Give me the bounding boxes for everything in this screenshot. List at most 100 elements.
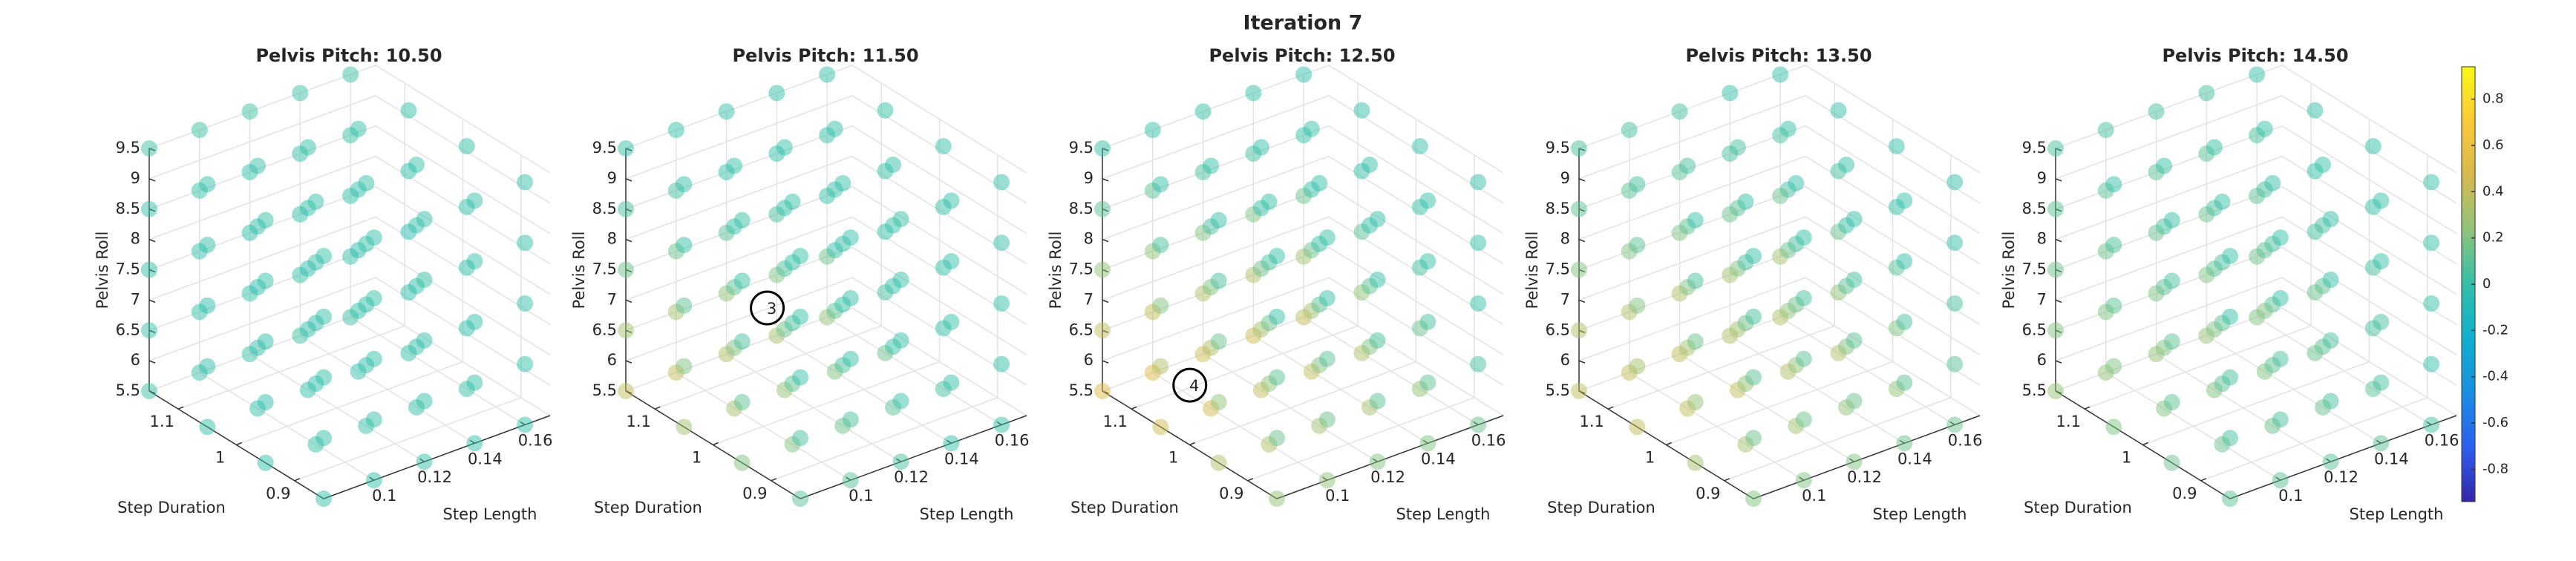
- point: [1369, 393, 1386, 410]
- axis-line: [2055, 390, 2231, 499]
- point: [2373, 313, 2390, 330]
- point: [993, 295, 1010, 312]
- z-tick-label: 8: [131, 230, 140, 248]
- tick-mark: [1102, 299, 1109, 304]
- point: [2047, 322, 2064, 339]
- point: [1830, 102, 1847, 119]
- annotation-circle: [750, 290, 785, 326]
- point: [2163, 272, 2180, 289]
- point: [676, 297, 693, 314]
- z-tick-label: 5.5: [1546, 381, 1570, 399]
- tick-mark: [1189, 442, 1195, 446]
- point: [618, 200, 634, 217]
- x-tick-label: 0.12: [894, 468, 929, 486]
- point: [1571, 322, 1587, 339]
- grid-line: [1102, 95, 1504, 204]
- point: [1094, 140, 1111, 157]
- grid-line: [1678, 111, 1854, 462]
- point: [943, 253, 960, 270]
- z-tick-label: 9.5: [592, 139, 617, 157]
- point: [316, 430, 332, 447]
- point: [2105, 419, 2122, 436]
- point: [842, 472, 859, 489]
- point: [1144, 122, 1161, 139]
- x-tick-label: 0.1: [372, 487, 396, 505]
- point: [365, 350, 382, 367]
- point: [517, 355, 534, 373]
- tick-mark: [2055, 178, 2062, 182]
- grid-line: [1578, 155, 1981, 265]
- y-tick-label: 1.1: [1579, 413, 1604, 430]
- x-axis-label: Step Length: [920, 505, 1014, 523]
- point: [993, 416, 1010, 433]
- point: [2047, 261, 2064, 278]
- point: [1210, 211, 1227, 229]
- tick-mark: [1578, 299, 1586, 304]
- point: [466, 435, 483, 452]
- point: [2373, 374, 2390, 391]
- point: [1946, 416, 1964, 433]
- point: [892, 271, 909, 288]
- colorbar-tick-label: 0.6: [2482, 137, 2504, 153]
- point: [1846, 271, 1863, 288]
- point: [1470, 355, 1487, 373]
- point: [2105, 237, 2122, 254]
- point: [2315, 157, 2331, 173]
- point: [316, 491, 332, 507]
- point: [416, 453, 433, 470]
- point: [292, 85, 309, 102]
- tick-mark: [1247, 478, 1254, 482]
- z-tick-label: 7.5: [116, 260, 140, 278]
- tick-mark: [1724, 478, 1730, 482]
- grid-line: [625, 155, 1027, 265]
- tick-mark: [713, 442, 719, 446]
- point: [1772, 66, 1789, 83]
- point: [199, 176, 216, 193]
- x-tick-label: 0.14: [2374, 450, 2409, 468]
- z-tick-label: 6: [1560, 351, 1570, 369]
- point: [1303, 120, 1320, 137]
- point: [2272, 289, 2289, 306]
- y-tick-label: 1: [2122, 449, 2131, 467]
- z-tick-label: 5.5: [2022, 381, 2047, 399]
- point: [1419, 313, 1436, 330]
- grid-line: [1578, 65, 1981, 174]
- point: [365, 289, 382, 306]
- point: [307, 193, 324, 210]
- grid-line: [1102, 246, 1504, 355]
- grid-line: [2206, 93, 2382, 444]
- grid-line: [148, 155, 551, 265]
- point: [141, 383, 157, 399]
- point: [826, 120, 843, 137]
- grid-line: [725, 111, 901, 462]
- point: [1795, 289, 1812, 306]
- annotation-label: 3: [767, 300, 777, 318]
- point: [943, 374, 960, 391]
- point: [1629, 297, 1646, 314]
- point: [2272, 411, 2289, 428]
- point: [141, 322, 157, 339]
- axis-line: [1102, 390, 1278, 499]
- point: [792, 491, 808, 507]
- y-tick-label: 1: [1168, 449, 1178, 467]
- point: [458, 138, 475, 155]
- z-tick-label: 8.5: [592, 200, 617, 217]
- point: [1687, 454, 1704, 471]
- axis-line: [2229, 415, 2457, 499]
- point: [1318, 472, 1336, 489]
- z-tick-label: 7: [131, 290, 140, 308]
- point: [733, 272, 751, 289]
- point: [257, 393, 274, 410]
- tick-mark: [2142, 442, 2148, 446]
- y-tick-label: 0.9: [2172, 485, 2197, 502]
- point: [892, 332, 909, 349]
- x-tick-label: 0.1: [1325, 487, 1350, 505]
- point: [2163, 211, 2180, 229]
- colorbar-tick-label: 0.4: [2482, 183, 2504, 199]
- point: [1795, 229, 1812, 246]
- z-tick-label: 8: [1084, 230, 1094, 248]
- subplot-title: Pelvis Pitch: 13.50: [1685, 45, 1871, 66]
- point: [1311, 174, 1328, 191]
- point: [676, 176, 693, 193]
- point: [1269, 491, 1285, 507]
